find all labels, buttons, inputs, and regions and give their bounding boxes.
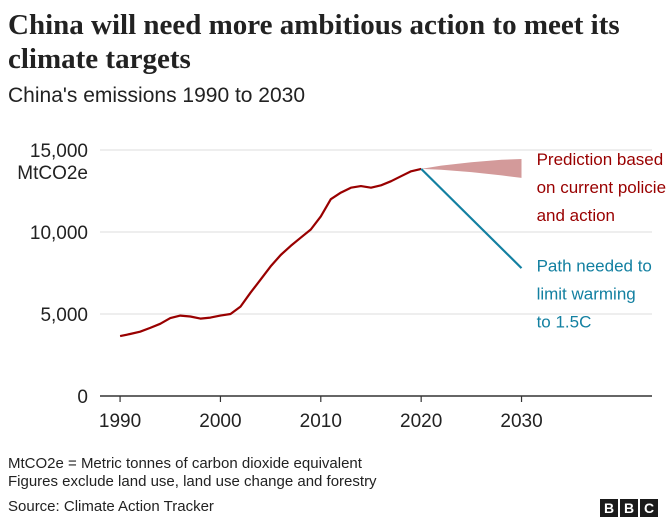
y-tick-label: 0 [77, 387, 88, 408]
prediction-band [421, 159, 522, 178]
x-tick-label: 1990 [99, 411, 141, 432]
bbc-logo-letter: B [600, 499, 618, 517]
chart-subtitle: China's emissions 1990 to 2030 [8, 84, 306, 107]
pathway-annotation: to 1.5C [537, 312, 592, 331]
y-unit-label: MtCO2e [17, 163, 88, 184]
y-tick-label: 5,000 [40, 305, 88, 326]
bbc-logo-letter: B [620, 499, 638, 517]
pathway-line [420, 168, 523, 269]
prediction-annotation: Prediction based [537, 150, 664, 169]
y-tick-label: 15,000 [30, 141, 88, 162]
x-tick-label: 2020 [400, 411, 442, 432]
bbc-logo-letter: C [640, 499, 658, 517]
pathway-annotation: limit warming [537, 284, 636, 303]
prediction-annotation: on current policies [537, 178, 666, 197]
pathway-annotation: Path needed to [537, 256, 652, 275]
x-tick-label: 2010 [300, 411, 342, 432]
x-tick-label: 2030 [500, 411, 542, 432]
prediction-annotation: and action [537, 206, 615, 225]
chart-title: China will need more ambitious action to… [8, 9, 620, 75]
x-tick-label: 2000 [199, 411, 241, 432]
emissions-line [119, 167, 422, 338]
bbc-logo: B B C [600, 499, 658, 517]
unit-note: MtCO2e = Metric tonnes of carbon dioxide… [8, 455, 362, 472]
y-tick-label: 10,000 [30, 223, 88, 244]
source-note: Source: Climate Action Tracker [8, 498, 214, 515]
exclusion-note: Figures exclude land use, land use chang… [8, 473, 377, 490]
